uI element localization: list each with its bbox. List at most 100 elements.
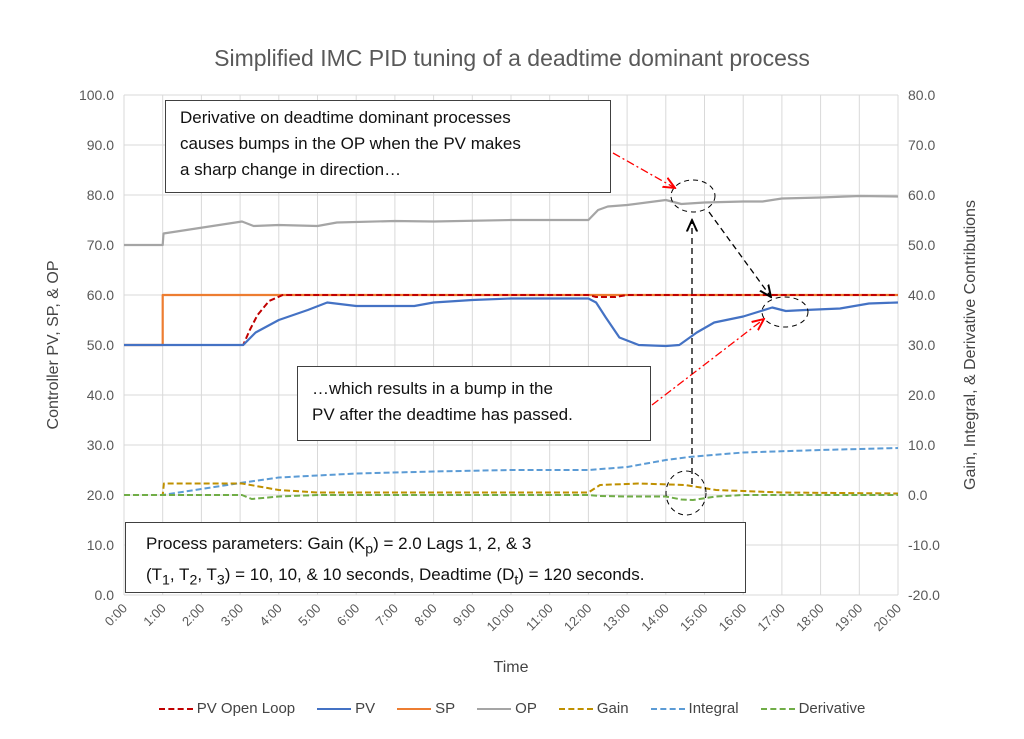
legend-label: Gain xyxy=(596,700,629,717)
red-arrow-op xyxy=(612,152,675,188)
x-tick-label: 7:00 xyxy=(373,601,402,630)
series-line-pv-open-loop xyxy=(124,294,898,346)
text: , T xyxy=(197,565,217,585)
legend: PV Open Loop PV SP OP Gain Integral Derivative xyxy=(0,700,1024,717)
legend-label: PV Open Loop xyxy=(196,700,296,717)
legend-label: OP xyxy=(515,700,537,717)
x-tick-label: 11:00 xyxy=(523,601,556,634)
x-tick-label: 3:00 xyxy=(218,601,247,630)
y-right-tick-label: 30.0 xyxy=(908,337,935,353)
y-right-tick-label: 70.0 xyxy=(908,137,935,153)
legend-item: Integral xyxy=(650,700,739,717)
subscript: t xyxy=(514,572,519,589)
legend-swatch xyxy=(760,707,795,710)
annotation-mid-line: PV after the deadtime has passed. xyxy=(312,405,573,424)
subscript: p xyxy=(365,541,374,558)
legend-label: PV xyxy=(355,700,376,717)
legend-swatch xyxy=(397,707,432,710)
annotation-marks xyxy=(612,152,809,516)
y-right-tick-label: 50.0 xyxy=(908,237,935,253)
annotation-mid-line: …which results in a bump in the xyxy=(312,379,553,398)
text: ) = 120 seconds. xyxy=(518,565,645,585)
x-tick-label: 12:00 xyxy=(561,601,595,635)
y-left-tick-label: 20.0 xyxy=(87,487,114,503)
text: ) = 2.0 Lags 1, 2, & 3 xyxy=(373,534,532,553)
x-tick-label: 13:00 xyxy=(600,601,634,635)
op-bump-ellipse xyxy=(670,179,716,213)
y-left-tick-label: 10.0 xyxy=(87,537,114,553)
y-left-tick-label: 30.0 xyxy=(87,437,114,453)
y-left-tick-label: 90.0 xyxy=(87,137,114,153)
y-right-tick-label: 40.0 xyxy=(908,287,935,303)
legend-item: Derivative xyxy=(760,700,866,717)
x-tick-label: 4:00 xyxy=(256,601,285,630)
x-tick-label: 14:00 xyxy=(638,601,672,635)
y-axis-right-ticks: -20.0 -10.0 0.0 10.0 20.0 30.0 40.0 50.0 60.0 70.… xyxy=(908,87,940,603)
legend-item: PV xyxy=(317,700,375,717)
annotation-top: Derivative on deadtime dominant processe… xyxy=(165,100,611,193)
process-parameters-box: Process parameters: Gain (Kp) = 2.0 Lags… xyxy=(125,522,746,593)
text: (T xyxy=(146,565,163,585)
legend-item: SP xyxy=(397,700,455,717)
y-left-tick-label: 100.0 xyxy=(79,87,114,103)
legend-swatch xyxy=(317,707,352,710)
x-tick-label: 6:00 xyxy=(334,601,363,630)
x-tick-label: 17:00 xyxy=(754,601,788,635)
annotation-middle: …which results in a bump in the PV after… xyxy=(297,366,651,441)
x-tick-label: 9:00 xyxy=(450,601,479,630)
text: Process parameters: Gain (K xyxy=(146,534,366,553)
annotation-top-line: Derivative on deadtime dominant processe… xyxy=(180,108,511,127)
y-right-tick-label: 10.0 xyxy=(908,437,935,453)
series-line-integral xyxy=(124,447,899,496)
x-tick-label: 20:00 xyxy=(871,601,905,635)
y-left-tick-label: 70.0 xyxy=(87,237,114,253)
black-arrow-diag xyxy=(708,211,771,297)
x-tick-label: 5:00 xyxy=(295,601,324,630)
series-lines xyxy=(124,194,899,501)
x-tick-label: 16:00 xyxy=(716,601,750,635)
x-tick-label: 8:00 xyxy=(411,601,440,630)
x-tick-label: 10:00 xyxy=(484,601,518,635)
annotation-top-line: a sharp change in direction… xyxy=(180,160,402,179)
x-tick-label: 1:00 xyxy=(140,601,169,630)
text: , T xyxy=(169,565,190,585)
y-right-tick-label: 0.0 xyxy=(908,487,928,503)
y-left-tick-label: 60.0 xyxy=(87,287,114,303)
subscript: 2 xyxy=(189,572,198,589)
x-axis-ticks: 0:00 1:00 2:00 3:00 4:00 5:00 6:00 7:00 8:00 9:00… xyxy=(102,601,905,635)
legend-swatch xyxy=(158,707,193,710)
params-line-2: (T1, T2, T3) = 10, 10, & 10 seconds, Dea… xyxy=(146,562,725,593)
x-tick-label: 2:00 xyxy=(179,601,208,630)
x-tick-label: 15:00 xyxy=(677,601,711,635)
y-left-tick-label: 80.0 xyxy=(87,187,114,203)
y-right-tick-label: 60.0 xyxy=(908,187,935,203)
x-tick-label: 19:00 xyxy=(832,601,866,635)
y-axis-left-label: Controller PV, SP, & OP xyxy=(45,261,62,430)
series-line-op xyxy=(124,194,899,247)
series-line-pv xyxy=(124,297,899,348)
series-line-derivative xyxy=(124,494,898,501)
y-axis-left-ticks: 0.0 10.0 20.0 30.0 40.0 50.0 60.0 70.0 80.0 90.0 1… xyxy=(79,87,114,603)
params-line-1: Process parameters: Gain (Kp) = 2.0 Lags… xyxy=(146,531,725,562)
y-right-tick-label: -20.0 xyxy=(908,587,940,603)
derivative-bump-ellipse xyxy=(665,470,707,516)
y-left-tick-label: 0.0 xyxy=(95,587,115,603)
pv-bump-ellipse xyxy=(761,296,809,328)
legend-item: Gain xyxy=(558,700,629,717)
y-axis-right-label: Gain, Integral, & Derivative Contributio… xyxy=(962,200,979,490)
subscript: 3 xyxy=(216,572,225,589)
legend-label: SP xyxy=(435,700,456,717)
legend-label: Integral xyxy=(688,700,739,717)
y-left-tick-label: 40.0 xyxy=(87,387,114,403)
legend-swatch xyxy=(650,707,685,710)
chart-title: Simplified IMC PID tuning of a deadtime … xyxy=(214,45,810,71)
legend-label: Derivative xyxy=(798,700,866,717)
legend-swatch xyxy=(558,707,593,710)
x-tick-label: 18:00 xyxy=(793,601,827,635)
y-left-tick-label: 50.0 xyxy=(87,337,114,353)
subscript: 1 xyxy=(162,572,170,589)
series-line-gain xyxy=(124,482,899,496)
x-axis-label: Time xyxy=(494,659,529,676)
